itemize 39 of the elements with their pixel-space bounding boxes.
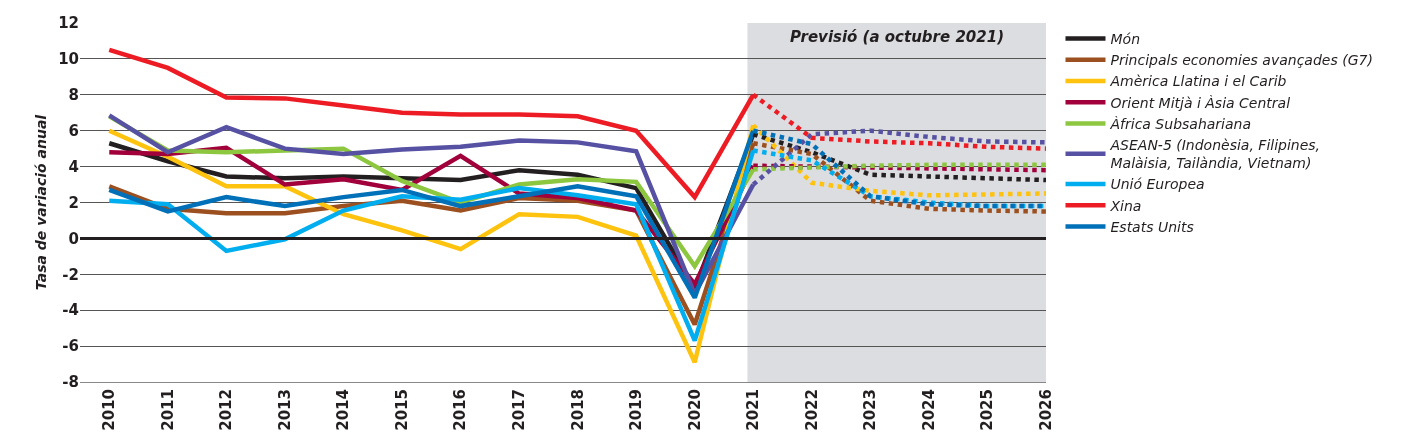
x-tick-label: 2014 xyxy=(334,389,353,431)
y-tick-label: -2 xyxy=(62,265,79,284)
x-tick-label: 2018 xyxy=(568,389,587,431)
x-tick-label: 2017 xyxy=(509,389,528,431)
y-axis-title: Tasa de variació anual xyxy=(32,114,49,291)
x-tick-label: 2025 xyxy=(978,389,997,431)
y-tick-label: 6 xyxy=(68,121,79,140)
y-tick-label: 2 xyxy=(68,193,79,212)
legend-label: Estats Units xyxy=(1110,218,1194,235)
x-tick-label: 2024 xyxy=(919,389,938,431)
y-tick-label: 0 xyxy=(68,229,79,248)
legend-label: Orient Mitjà i Àsia Central xyxy=(1110,94,1291,111)
y-tick-label: 12 xyxy=(58,14,79,33)
y-tick-label: -6 xyxy=(62,337,79,356)
y-tick-label: -8 xyxy=(62,373,79,392)
x-tick-label: 2020 xyxy=(685,389,704,431)
y-tick-label: -4 xyxy=(62,301,79,320)
y-tick-label: 8 xyxy=(68,86,79,105)
x-tick-label: 2012 xyxy=(217,389,236,431)
legend-label: Unió Europea xyxy=(1110,176,1205,193)
legend-label: Món xyxy=(1110,31,1141,48)
band-label: Previsió (a octubre 2021) xyxy=(790,28,1004,46)
x-tick-label: 2015 xyxy=(392,389,411,431)
legend-label: Amèrica Llatina i el Carib xyxy=(1109,73,1287,90)
legend-label: Xina xyxy=(1109,197,1142,214)
legend-label: Àfrica Subsahariana xyxy=(1109,115,1252,132)
y-tick-label: 10 xyxy=(58,50,79,69)
legend-label: Principals economies avançades (G7) xyxy=(1110,52,1373,69)
x-tick-label: 2023 xyxy=(861,389,880,431)
x-tick-label: 2011 xyxy=(158,389,177,431)
x-tick-label: 2010 xyxy=(100,389,119,431)
legend-label: ASEAN-5 (Indonèsia, Filipines, Malàisia, Tailàndia, Vietnam) xyxy=(1109,137,1321,172)
y-tick-label: 4 xyxy=(68,157,79,176)
x-tick-label: 2022 xyxy=(802,389,821,431)
x-tick-label: 2026 xyxy=(1036,389,1055,431)
x-tick-label: 2016 xyxy=(451,389,470,431)
x-tick-label: 2019 xyxy=(627,389,646,431)
x-tick-label: 2013 xyxy=(275,389,294,431)
x-tick-label: 2021 xyxy=(744,389,763,431)
